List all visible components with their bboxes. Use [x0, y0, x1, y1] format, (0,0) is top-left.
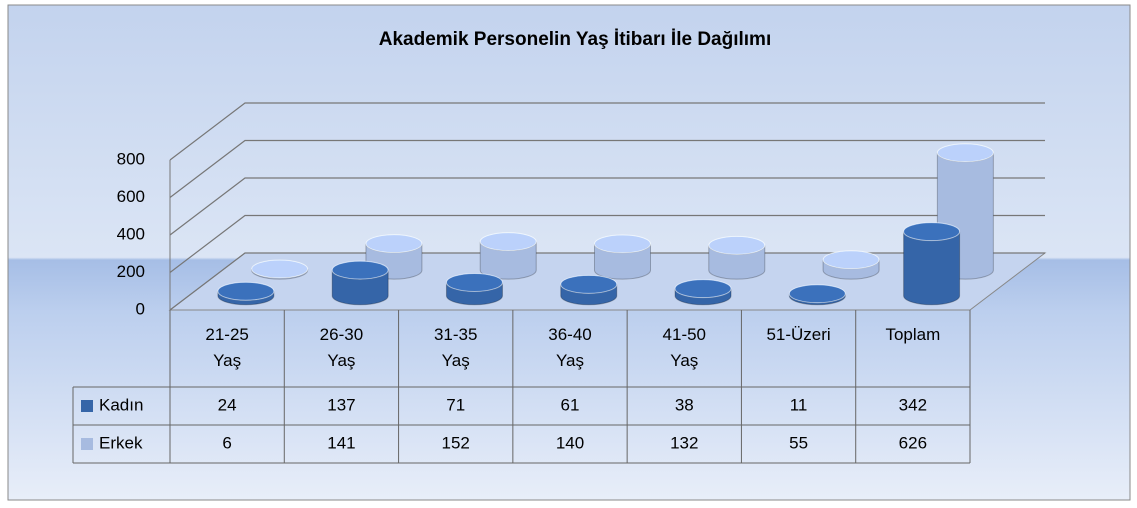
grid-line [169, 252, 1045, 311]
data-label: 11 [790, 395, 808, 414]
cylinder [331, 260, 389, 306]
cylinder-top [936, 143, 994, 163]
y-tick-label: 200 [117, 262, 145, 281]
y-tick-label: 600 [117, 187, 145, 206]
cylinder [251, 259, 309, 280]
grid-line [169, 102, 1045, 161]
data-label: 152 [442, 433, 470, 452]
cylinder-top [217, 281, 275, 301]
y-tick-label: 400 [117, 224, 145, 243]
cylinder [217, 281, 275, 306]
legend-label: Erkek [99, 433, 143, 452]
data-label: 24 [218, 395, 237, 414]
cylinder [674, 279, 732, 306]
legend-key [81, 438, 93, 450]
cylinder [594, 234, 651, 280]
data-label: 55 [789, 433, 808, 452]
data-label: 38 [675, 395, 694, 414]
data-label: 140 [556, 433, 584, 452]
category-label: Toplam [885, 325, 941, 344]
cylinder-top [251, 259, 309, 279]
cylinder-top [674, 279, 732, 299]
cylinder-top [788, 284, 846, 304]
cylinder-top [708, 235, 766, 255]
data-label: 137 [327, 395, 355, 414]
cylinder-top [594, 234, 651, 254]
y-tick-label: 0 [136, 299, 145, 318]
category-label: 21-25 Yaş [205, 325, 249, 370]
cylinder [903, 222, 961, 306]
data-label: 141 [327, 433, 355, 452]
cylinder [560, 274, 618, 306]
category-label: 51-Üzeri [766, 325, 831, 344]
data-label: 6 [222, 433, 231, 452]
cylinder [479, 232, 537, 280]
cylinder [708, 235, 766, 280]
cylinder-top [479, 232, 537, 252]
cylinder-body [903, 231, 961, 306]
category-label: 26-30 Yaş [319, 325, 364, 370]
y-tick-label: 800 [117, 149, 145, 168]
legend-key [81, 400, 93, 412]
cylinder-top [560, 274, 618, 294]
cylinder [788, 284, 846, 306]
cylinder [822, 250, 880, 280]
category-label: 41-50 Yaş [662, 325, 707, 370]
cylinder-top [331, 260, 389, 280]
cylinder-top [365, 234, 423, 254]
category-label: 31-35 Yaş [433, 325, 478, 370]
data-label: 71 [446, 395, 465, 414]
cylinder [445, 272, 503, 306]
chart-title: Akademik Personelin Yaş İtibarı İle Dağı… [379, 29, 771, 50]
legend-label: Kadın [99, 395, 143, 414]
data-label: 342 [899, 395, 927, 414]
grid-line [169, 214, 1045, 273]
cylinder-top [903, 222, 961, 242]
grid-line [169, 139, 1045, 198]
cylinder-top [445, 272, 503, 292]
category-label: 36-40 Yaş [548, 325, 592, 370]
data-label: 61 [561, 395, 580, 414]
cylinder-top [822, 250, 880, 270]
data-label: 132 [670, 433, 698, 452]
grid-line [169, 177, 1045, 236]
data-label: 626 [899, 433, 927, 452]
